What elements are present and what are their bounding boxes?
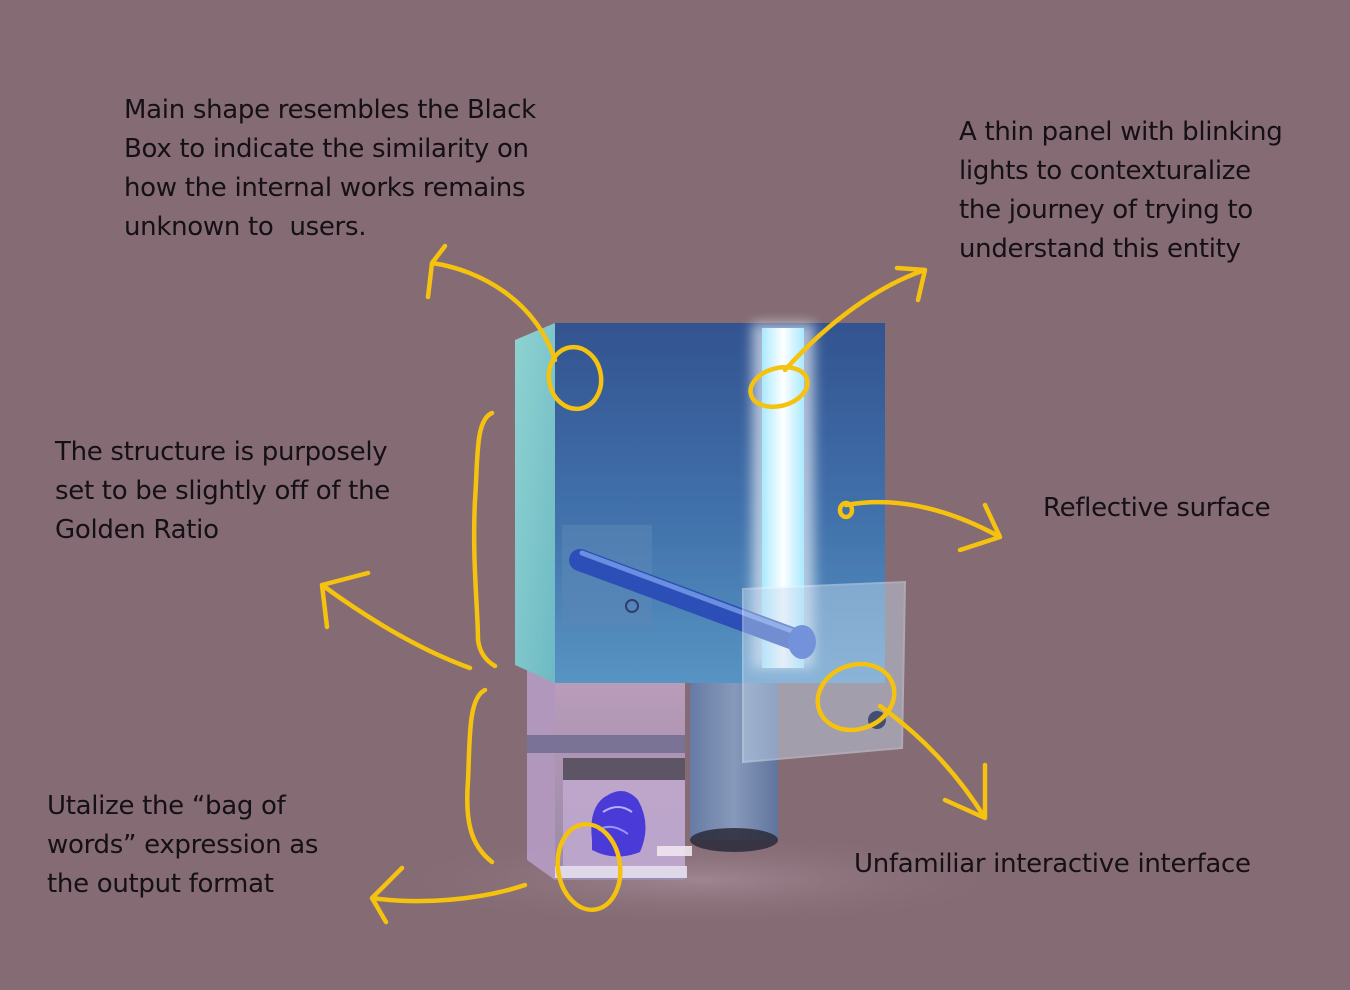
annotation-marks <box>319 243 1003 925</box>
bracket-structure <box>471 410 498 669</box>
interactive-panel <box>742 580 907 764</box>
annotation-line: words” expression as <box>47 830 319 860</box>
annotation-line: Unfamiliar interactive interface <box>854 849 1251 879</box>
circle-panel <box>748 364 810 410</box>
annotation-line: the journey of trying to <box>959 195 1253 225</box>
annotation-line: lights to contexturalize <box>959 156 1251 186</box>
annotation-line: the output format <box>47 869 274 899</box>
light-strip <box>752 323 814 668</box>
annotation-line: A thin panel with blinking <box>959 117 1283 147</box>
annotation-structure: The structure is purposely set to be sli… <box>55 433 390 550</box>
annotation-line: The structure is purposely <box>55 437 388 467</box>
annotation-line: Golden Ratio <box>55 515 219 545</box>
bracket-output <box>464 687 495 865</box>
bag-of-words <box>591 791 646 857</box>
circle-interface <box>815 661 897 733</box>
arrow-reflective <box>843 499 1003 553</box>
annotation-line: Reflective surface <box>1043 493 1271 523</box>
vertical-cylinder <box>690 660 778 852</box>
arrow-panel <box>782 265 928 373</box>
annotation-line: unknown to users. <box>124 212 367 242</box>
diagonal-rod <box>569 549 816 659</box>
annotation-interface: Unfamiliar interactive interface <box>854 845 1251 884</box>
annotation-line: how the internal works remains <box>124 173 526 203</box>
arrow-output <box>369 865 528 925</box>
annotation-main-shape: Main shape resembles the Black Box to in… <box>124 91 536 247</box>
annotation-line: Main shape resembles the Black <box>124 95 536 125</box>
annotation-line: Utalize the “bag of <box>47 791 286 821</box>
circle-output <box>555 821 623 913</box>
arrow-main-shape <box>425 243 558 363</box>
annotation-thin-panel: A thin panel with blinking lights to con… <box>959 113 1283 269</box>
annotation-reflective: Reflective surface <box>1043 489 1271 528</box>
circle-main-shape <box>546 344 604 412</box>
annotation-line: set to be slightly off of the <box>55 476 390 506</box>
annotation-line: understand this entity <box>959 234 1241 264</box>
arrow-interface <box>877 703 988 821</box>
annotation-line: Box to indicate the similarity on <box>124 134 529 164</box>
annotation-bag-of-words: Utalize the “bag of words” expression as… <box>47 787 318 904</box>
arrow-structure <box>319 570 473 671</box>
